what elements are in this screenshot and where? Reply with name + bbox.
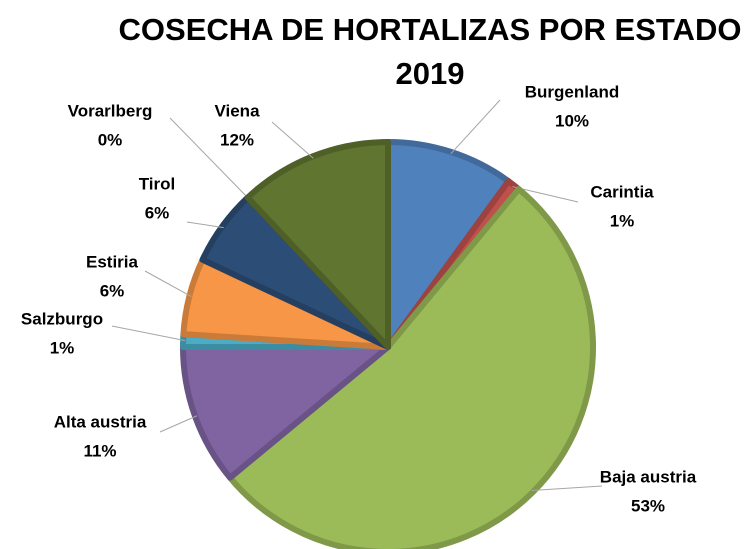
- slice-label: Salzburgo: [21, 309, 103, 328]
- chart-title: COSECHA DE HORTALIZAS POR ESTADO 2019: [118, 12, 742, 91]
- slice-value-label: 53%: [631, 496, 665, 515]
- leader-line: [169, 117, 250, 200]
- slice-label: Estiria: [86, 252, 139, 271]
- slice-value-label: 1%: [610, 211, 635, 230]
- slice-label: Baja austria: [600, 467, 697, 486]
- leader-line: [144, 270, 192, 297]
- leader-line: [186, 221, 224, 229]
- leader-line: [450, 99, 501, 155]
- leader-line: [159, 415, 198, 433]
- slice-label: Alta austria: [54, 412, 147, 431]
- pie-slice: [227, 186, 596, 549]
- pie-slice: [244, 139, 391, 350]
- leader-line: [271, 121, 314, 159]
- leader-line: [111, 325, 186, 342]
- slice-value-label: 10%: [555, 111, 589, 130]
- slice-label: Carintia: [590, 182, 654, 201]
- slice-label: Burgenland: [525, 82, 619, 101]
- slice-value-label: 6%: [145, 203, 170, 222]
- slice-value-label: 12%: [220, 130, 254, 149]
- slice-value-label: 1%: [50, 338, 75, 357]
- leader-line: [531, 485, 603, 492]
- pie-slice: [385, 139, 512, 350]
- slice-value-label: 11%: [83, 441, 116, 460]
- slice-label: Tirol: [139, 174, 176, 193]
- slice-value-label: 6%: [100, 281, 125, 300]
- slice-label: Viena: [214, 101, 260, 120]
- slice-label: Vorarlberg: [68, 101, 153, 120]
- slice-value-label: 0%: [98, 130, 123, 149]
